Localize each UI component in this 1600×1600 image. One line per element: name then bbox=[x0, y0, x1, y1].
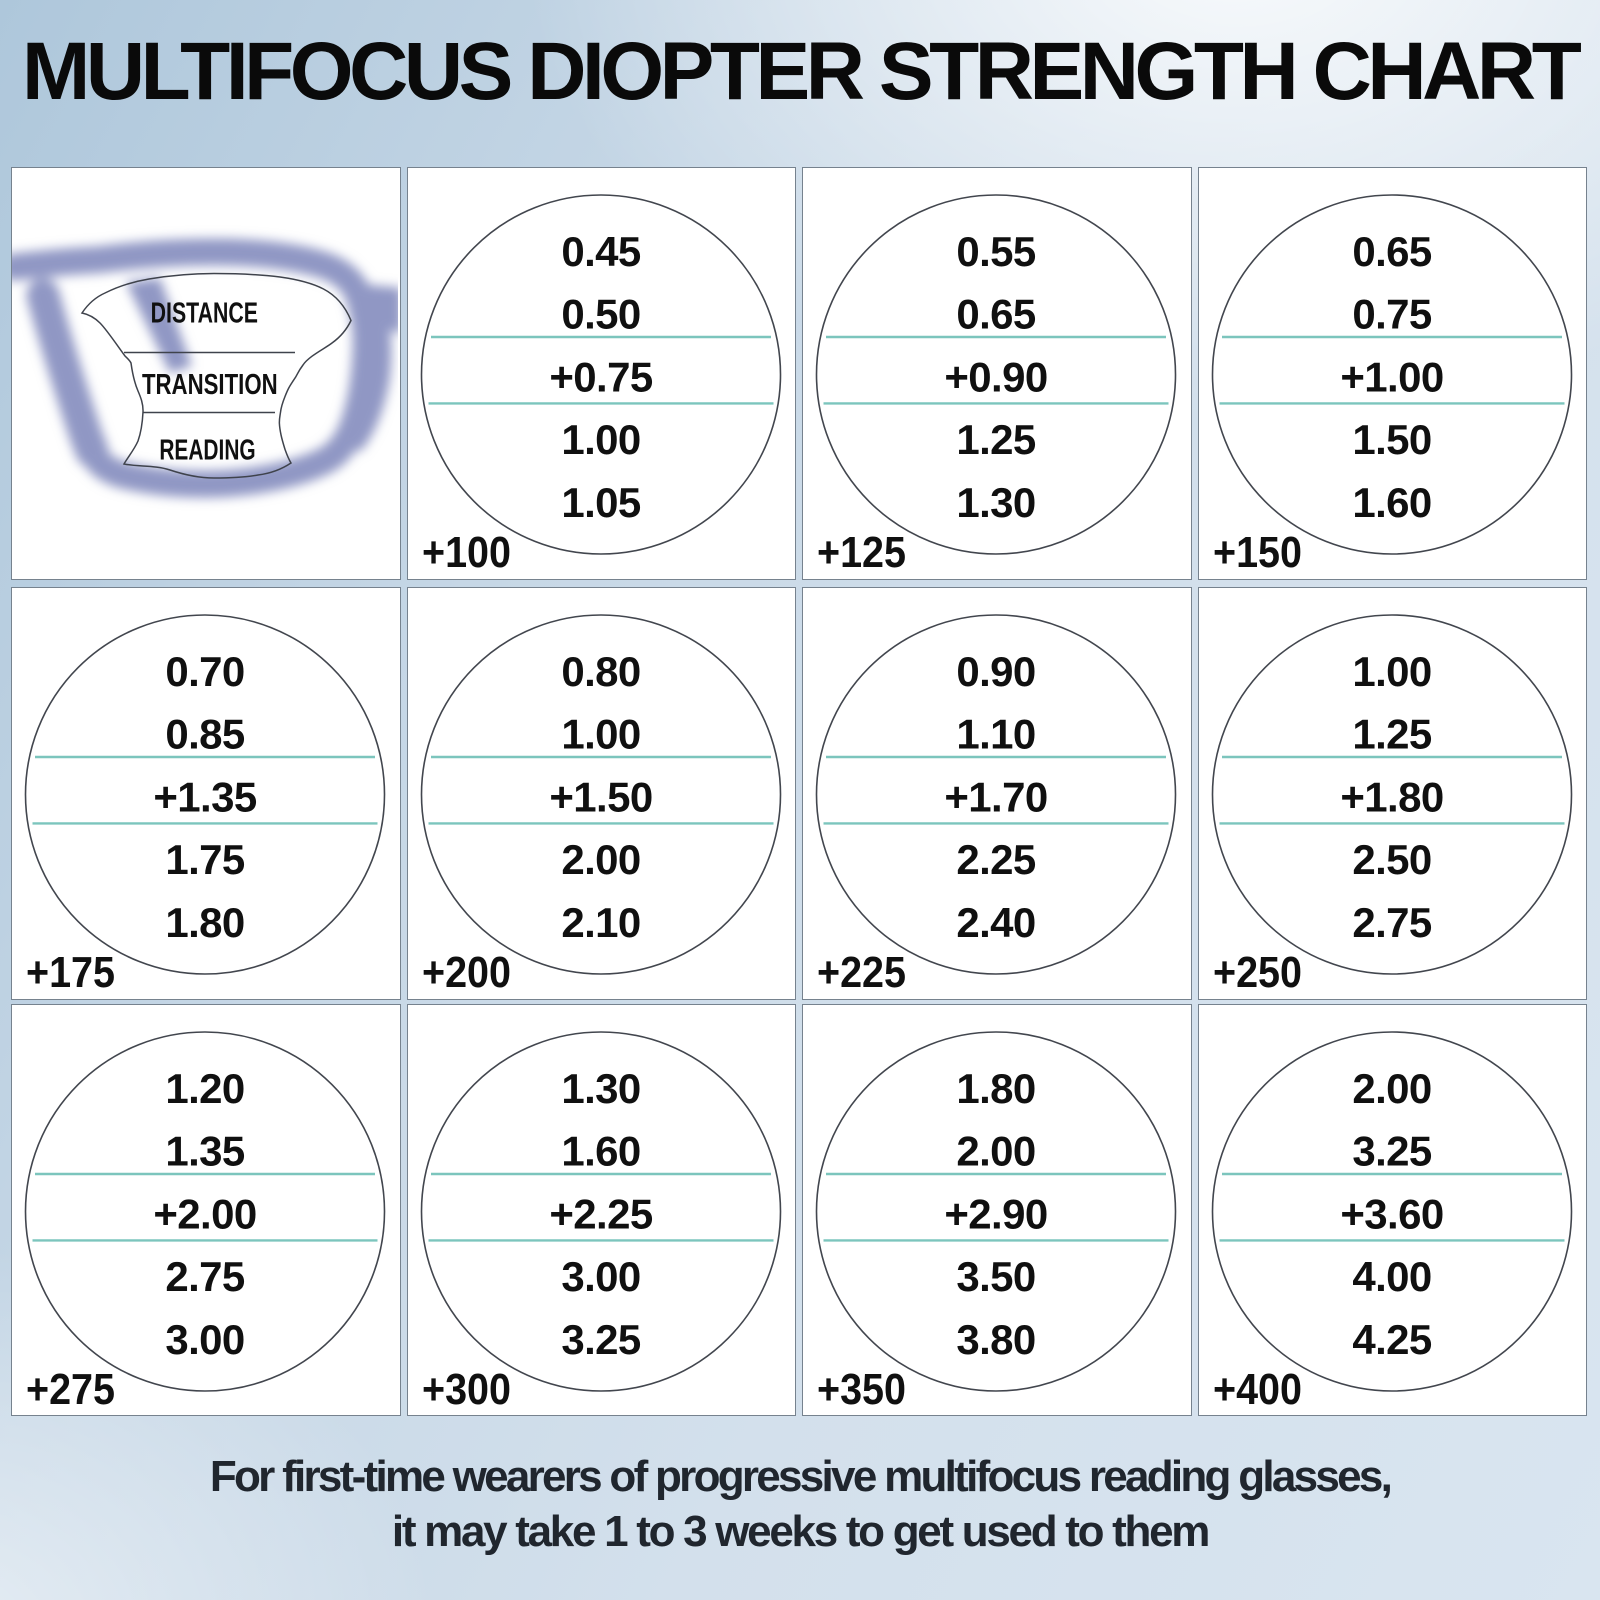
svg-text:3.00: 3.00 bbox=[165, 1315, 244, 1362]
svg-text:0.75: 0.75 bbox=[1352, 291, 1432, 338]
svg-text:+0.90: +0.90 bbox=[945, 353, 1048, 400]
svg-text:3.25: 3.25 bbox=[561, 1315, 641, 1362]
svg-text:2.00: 2.00 bbox=[957, 1127, 1036, 1174]
svg-text:+2.90: +2.90 bbox=[945, 1190, 1048, 1237]
svg-text:+300: +300 bbox=[422, 1365, 511, 1414]
svg-text:0.65: 0.65 bbox=[957, 291, 1037, 338]
svg-text:1.35: 1.35 bbox=[165, 1127, 245, 1174]
svg-text:0.55: 0.55 bbox=[957, 228, 1037, 275]
svg-text:1.10: 1.10 bbox=[957, 710, 1036, 757]
svg-text:1.00: 1.00 bbox=[561, 416, 640, 463]
svg-text:2.50: 2.50 bbox=[1352, 836, 1431, 883]
svg-text:1.25: 1.25 bbox=[1352, 710, 1432, 757]
svg-text:+250: +250 bbox=[1213, 948, 1302, 997]
svg-text:2.00: 2.00 bbox=[1352, 1065, 1431, 1112]
svg-text:+125: +125 bbox=[817, 528, 906, 577]
svg-text:2.25: 2.25 bbox=[957, 836, 1037, 883]
svg-text:1.75: 1.75 bbox=[165, 836, 245, 883]
svg-text:+1.50: +1.50 bbox=[549, 773, 652, 820]
svg-text:+200: +200 bbox=[422, 948, 511, 997]
svg-text:+1.80: +1.80 bbox=[1340, 773, 1443, 820]
svg-text:0.70: 0.70 bbox=[165, 648, 244, 695]
svg-text:4.25: 4.25 bbox=[1352, 1315, 1432, 1362]
svg-text:+100: +100 bbox=[422, 528, 511, 577]
svg-text:+3.60: +3.60 bbox=[1340, 1190, 1443, 1237]
svg-text:2.40: 2.40 bbox=[957, 898, 1036, 945]
svg-text:0.80: 0.80 bbox=[561, 648, 640, 695]
svg-text:+400: +400 bbox=[1213, 1365, 1302, 1414]
svg-text:0.65: 0.65 bbox=[1352, 228, 1432, 275]
svg-text:0.45: 0.45 bbox=[561, 228, 641, 275]
svg-text:+150: +150 bbox=[1213, 528, 1302, 577]
svg-text:3.00: 3.00 bbox=[561, 1253, 640, 1300]
svg-text:4.00: 4.00 bbox=[1352, 1253, 1431, 1300]
svg-text:2.00: 2.00 bbox=[561, 836, 640, 883]
svg-text:1.20: 1.20 bbox=[165, 1065, 244, 1112]
svg-text:3.25: 3.25 bbox=[1352, 1127, 1432, 1174]
svg-text:+350: +350 bbox=[817, 1365, 906, 1414]
svg-text:1.80: 1.80 bbox=[957, 1065, 1036, 1112]
svg-text:0.85: 0.85 bbox=[165, 710, 245, 757]
svg-text:3.80: 3.80 bbox=[957, 1315, 1036, 1362]
svg-text:+2.25: +2.25 bbox=[549, 1190, 653, 1237]
svg-text:2.75: 2.75 bbox=[165, 1253, 245, 1300]
svg-text:READING: READING bbox=[159, 434, 255, 466]
svg-text:2.10: 2.10 bbox=[561, 898, 640, 945]
svg-text:1.80: 1.80 bbox=[165, 898, 244, 945]
svg-text:1.05: 1.05 bbox=[561, 479, 641, 526]
svg-text:+2.00: +2.00 bbox=[153, 1190, 256, 1237]
svg-text:1.50: 1.50 bbox=[1352, 416, 1431, 463]
svg-text:+1.70: +1.70 bbox=[945, 773, 1048, 820]
svg-text:+225: +225 bbox=[817, 948, 906, 997]
svg-text:1.60: 1.60 bbox=[1352, 479, 1431, 526]
svg-text:+275: +275 bbox=[26, 1365, 115, 1414]
svg-text:3.50: 3.50 bbox=[957, 1253, 1036, 1300]
svg-text:+0.75: +0.75 bbox=[549, 353, 653, 400]
svg-text:+1.35: +1.35 bbox=[153, 773, 257, 820]
svg-text:TRANSITION: TRANSITION bbox=[142, 369, 278, 401]
svg-text:1.60: 1.60 bbox=[561, 1127, 640, 1174]
svg-text:1.00: 1.00 bbox=[1352, 648, 1431, 695]
svg-text:DISTANCE: DISTANCE bbox=[151, 298, 258, 330]
svg-text:1.30: 1.30 bbox=[957, 479, 1036, 526]
svg-text:+1.00: +1.00 bbox=[1340, 353, 1443, 400]
svg-text:0.90: 0.90 bbox=[957, 648, 1036, 695]
svg-text:+175: +175 bbox=[26, 948, 115, 997]
svg-text:2.75: 2.75 bbox=[1352, 898, 1432, 945]
svg-text:0.50: 0.50 bbox=[561, 291, 640, 338]
svg-text:1.00: 1.00 bbox=[561, 710, 640, 757]
svg-text:1.30: 1.30 bbox=[561, 1065, 640, 1112]
svg-text:1.25: 1.25 bbox=[957, 416, 1037, 463]
